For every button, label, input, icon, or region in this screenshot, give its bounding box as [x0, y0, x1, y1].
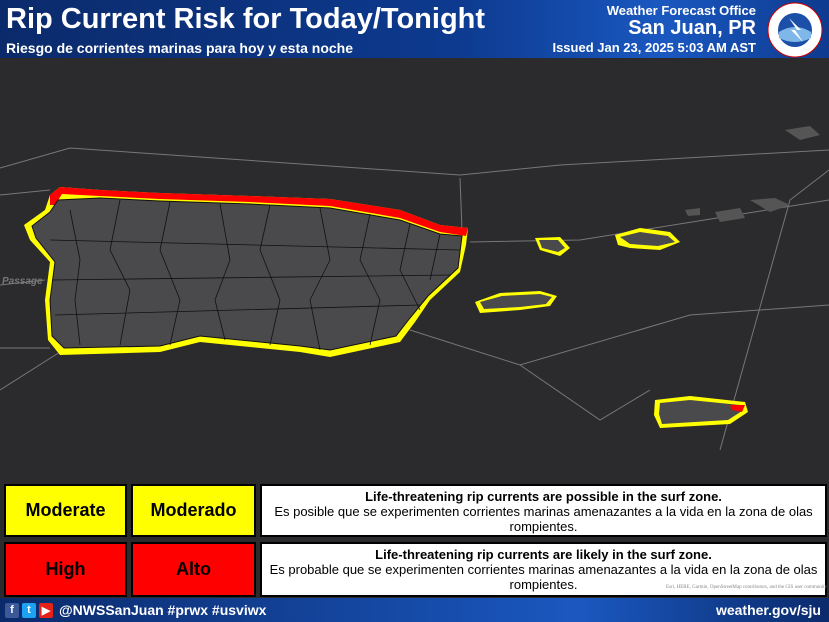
footer: f t ▶ @NWSSanJuan #prwx #usviwx weather.…: [0, 598, 829, 622]
office-city: San Juan, PR: [628, 17, 756, 39]
twitter-icon[interactable]: t: [22, 602, 36, 618]
office-label: Weather Forecast Office: [606, 3, 756, 18]
header: Rip Current Risk for Today/Tonight Riesg…: [0, 0, 829, 58]
page-subtitle: Riesgo de corrientes marinas para hoy y …: [6, 40, 354, 56]
youtube-icon[interactable]: ▶: [39, 602, 53, 618]
legend-high-es: Alto: [131, 542, 256, 597]
high-desc-es: Es probable que se experimenten corrient…: [269, 562, 818, 592]
page-title: Rip Current Risk for Today/Tonight: [6, 3, 486, 35]
issued-time: Issued Jan 23, 2025 5:03 AM AST: [552, 40, 756, 55]
bvi-islands: [685, 126, 820, 222]
legend: Moderate Moderado Life-threatening rip c…: [0, 478, 829, 598]
facebook-icon[interactable]: f: [5, 602, 19, 618]
legend-high-description: Life-threatening rip currents are likely…: [260, 542, 827, 597]
moderate-desc-en: Life-threatening rip currents are possib…: [365, 489, 722, 504]
nws-logo-icon: [767, 2, 823, 58]
legend-moderate-en: Moderate: [4, 484, 127, 537]
moderate-desc-es: Es posible que se experimenten corriente…: [274, 504, 813, 534]
zone-boundaries: [0, 147, 829, 451]
legend-moderate-es: Moderado: [131, 484, 256, 537]
puerto-rico: [24, 187, 468, 357]
legend-moderate-description: Life-threatening rip currents are possib…: [260, 484, 827, 537]
map[interactable]: Passage: [0, 58, 829, 478]
social-handle: @NWSSanJuan #prwx #usviwx: [59, 602, 267, 618]
website-link[interactable]: weather.gov/sju: [715, 602, 821, 618]
map-attribution: Esri, HERE, Garmin, OpenStreetMap contri…: [666, 585, 827, 590]
legend-high-en: High: [4, 542, 127, 597]
high-desc-en: Life-threatening rip currents are likely…: [375, 547, 712, 562]
map-label-passage: Passage: [2, 276, 43, 287]
